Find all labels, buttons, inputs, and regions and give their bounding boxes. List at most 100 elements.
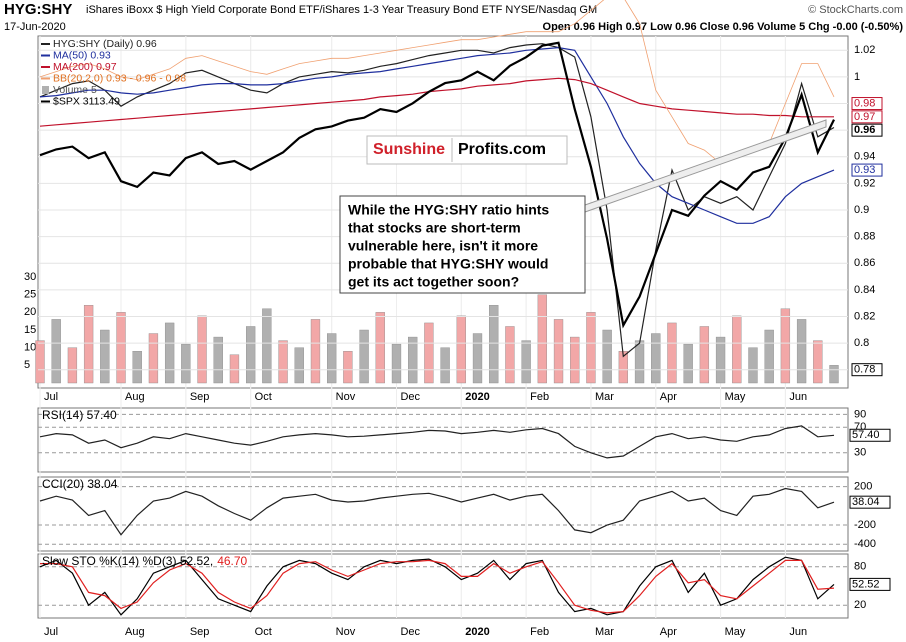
- volume-bar: [634, 340, 645, 384]
- volume-bar: [586, 312, 596, 384]
- x-tick-label: Jul: [44, 626, 58, 638]
- volume-bar: [456, 315, 466, 384]
- y-tick-label: 0.82: [854, 310, 875, 322]
- sto-frame: [37, 553, 849, 619]
- x-tick-label: Nov: [336, 626, 356, 638]
- y-tick-label: -400: [854, 538, 876, 550]
- volume-bar: [505, 326, 515, 384]
- volume-bar: [570, 336, 580, 384]
- volume-bar: [181, 343, 191, 384]
- y-tick-label: 0.94: [854, 151, 875, 163]
- last-value-label: 0.78: [854, 364, 875, 376]
- x-tick-label: May: [725, 626, 746, 638]
- series-line: [39, 46, 835, 224]
- x-tick-label: Mar: [595, 391, 614, 403]
- y-tick-label: 10: [24, 342, 36, 354]
- volume-bar: [359, 329, 369, 384]
- x-tick-label: Sep: [190, 626, 210, 638]
- callout-line: get its act together soon?: [348, 274, 519, 290]
- volume-bar: [829, 365, 839, 384]
- x-tick-label: Aug: [125, 391, 145, 403]
- volume-bar: [229, 354, 240, 384]
- callout-line: vulnerable here, isn't it more: [348, 238, 538, 254]
- volume-bar: [813, 340, 823, 384]
- series-line: [39, 77, 834, 127]
- callout-line: that stocks are short-term: [348, 220, 521, 236]
- legend-swatch: [42, 86, 49, 94]
- last-value-box: [849, 428, 891, 442]
- volume-bar: [748, 347, 758, 384]
- x-tick-label: Apr: [660, 626, 677, 638]
- volume-bar: [521, 340, 531, 384]
- y-tick-label: 90: [854, 408, 866, 420]
- callout-line: probable that HYG:SHY would: [348, 256, 548, 272]
- callout-box: [339, 195, 586, 294]
- date: 17-Jun-2020: [4, 21, 66, 33]
- credit: © StockCharts.com: [808, 4, 903, 16]
- volume-bar: [780, 308, 791, 384]
- quote: Open 0.96 High 0.97 Low 0.96 Close 0.96 …: [543, 21, 904, 33]
- last-value-box: [849, 495, 891, 509]
- volume-bar: [602, 329, 612, 384]
- volume-bar: [732, 315, 742, 384]
- cci-frame: [37, 476, 849, 552]
- series-line: [39, 41, 835, 329]
- volume-bar: [472, 333, 483, 384]
- volume-bar: [764, 329, 774, 384]
- volume-bar: [651, 333, 661, 384]
- volume-bar: [715, 336, 726, 384]
- panel-title: CCI(20) 38.04: [42, 477, 118, 491]
- y-tick-label: 0.92: [854, 177, 875, 189]
- series-line: [39, 0, 835, 164]
- volume-bar: [343, 351, 353, 384]
- legend-label: BB(20,2.0) 0.93 - 0.96 - 0.98: [53, 72, 186, 84]
- volume-bar: [51, 319, 61, 384]
- x-tick-label: Oct: [255, 391, 272, 403]
- volume-bar: [83, 305, 94, 384]
- watermark: Profits.com: [458, 141, 546, 158]
- volume-bar: [213, 336, 223, 384]
- last-value-box: [851, 110, 883, 124]
- volume-bar: [294, 347, 304, 384]
- panel-title: Slow STO %K(14) %D(3) 52.52,: [42, 554, 213, 568]
- watermark: Sunshine: [373, 141, 445, 158]
- y-tick-label: 200: [854, 481, 872, 493]
- y-tick-label: 20: [24, 306, 36, 318]
- series-line: [39, 556, 835, 616]
- last-value-box: [851, 97, 883, 111]
- volume-bar: [537, 294, 547, 384]
- legend-label: HYG:SHY (Daily) 0.96: [53, 38, 157, 50]
- y-tick-label: 25: [24, 289, 36, 301]
- last-value-label: 52.52: [852, 578, 880, 590]
- y-tick-label: 30: [854, 447, 866, 459]
- y-tick-label: 1.02: [854, 44, 875, 56]
- x-tick-label: Jul: [44, 391, 58, 403]
- y-tick-label: 20: [854, 599, 866, 611]
- y-tick-label: 1: [854, 71, 860, 83]
- panel-subtitle: 46.70: [217, 554, 247, 568]
- volume-bar: [278, 340, 288, 384]
- volume-bar: [67, 347, 78, 384]
- volume-bar: [683, 343, 693, 384]
- volume-bar: [375, 312, 385, 384]
- y-tick-label: 5: [24, 359, 30, 371]
- x-tick-label: 2020: [465, 626, 489, 638]
- x-tick-label: Aug: [125, 626, 145, 638]
- x-tick-label: Mar: [595, 626, 614, 638]
- x-tick-label: May: [725, 391, 746, 403]
- last-value-label: 0.96: [854, 124, 875, 136]
- volume-bar: [440, 347, 450, 384]
- y-tick-label: 0.88: [854, 231, 875, 243]
- symbol: HYG:SHY: [4, 1, 72, 18]
- last-value-label: 0.93: [854, 164, 875, 176]
- series-line: [39, 487, 835, 536]
- y-tick-label: 0.9: [854, 204, 869, 216]
- last-value-box: [849, 577, 891, 591]
- volume-bar: [327, 333, 337, 384]
- main-frame: [37, 35, 849, 389]
- volume-bar: [424, 322, 434, 384]
- legend-label: $SPX 3113.49: [53, 95, 120, 107]
- volume-bar: [489, 305, 499, 384]
